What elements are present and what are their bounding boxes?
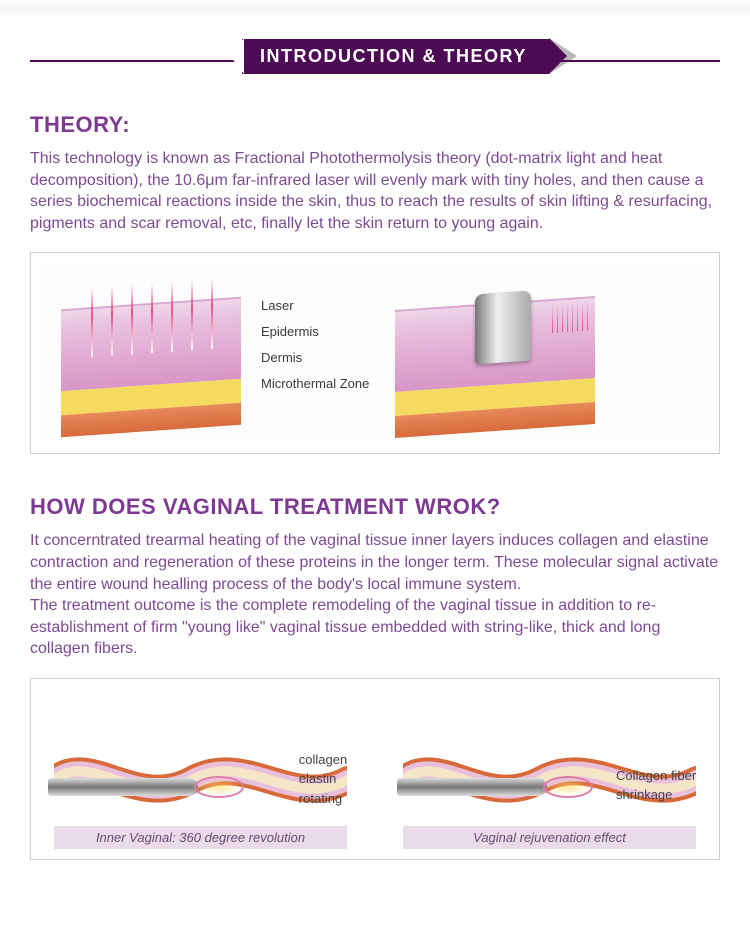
label-elastin: elastin	[299, 769, 347, 789]
label-epidermis: Epidermis	[261, 319, 369, 345]
figure-skin-diagram: Laser Epidermis Dermis Microthermal Zone	[30, 252, 720, 454]
label-rotating: rotating	[299, 789, 347, 809]
page-content: INTRODUCTION & THEORY THEORY: This techn…	[0, 38, 750, 950]
left-panel-labels: collagen elastin rotating	[299, 750, 347, 809]
skin-panel-left: Laser Epidermis Dermis Microthermal Zone	[41, 263, 365, 443]
skin-panel-right	[385, 263, 709, 443]
ribbon-point-right	[549, 38, 567, 74]
laser-beams	[91, 279, 211, 347]
treatment-probe-tip	[194, 776, 244, 798]
section-banner: INTRODUCTION & THEORY	[30, 38, 720, 82]
right-panel-labels: Collagen fiber shrinkage	[616, 766, 696, 805]
label-collagen: collagen	[299, 750, 347, 770]
treatment-body-2: The treatment outcome is the complete re…	[30, 595, 720, 660]
label-laser: Laser	[261, 293, 369, 319]
tissue-wave-right: Collagen fiber shrinkage	[403, 740, 696, 820]
label-collagen-fiber: Collagen fiber	[616, 766, 696, 786]
laser-micro-beams	[550, 301, 590, 339]
treatment-probe-tip	[543, 776, 593, 798]
vaginal-panel-right: Collagen fiber shrinkage Vaginal rejuven…	[390, 689, 709, 849]
treatment-body-1: It concerntrated trearmal heating of the…	[30, 530, 720, 595]
theory-body: This technology is known as Fractional P…	[30, 148, 720, 234]
top-decorative-fade	[0, 0, 750, 20]
label-dermis: Dermis	[261, 345, 369, 371]
banner-ribbon: INTRODUCTION & THEORY	[230, 38, 567, 74]
ribbon-notch-left	[230, 38, 244, 74]
treatment-heading: HOW DOES VAGINAL TREATMENT WROK?	[30, 494, 720, 520]
theory-heading: THEORY:	[30, 112, 720, 138]
layer-labels-column: Laser Epidermis Dermis Microthermal Zone	[261, 293, 369, 397]
label-shrinkage: shrinkage	[616, 785, 696, 805]
left-panel-caption: Inner Vaginal: 360 degree revolution	[54, 826, 347, 849]
banner-title: INTRODUCTION & THEORY	[242, 39, 549, 74]
right-panel-caption: Vaginal rejuvenation effect	[403, 826, 696, 849]
vaginal-panel-left: collagen elastin rotating Inner Vaginal:…	[41, 689, 360, 849]
figure-vaginal-diagram: collagen elastin rotating Inner Vaginal:…	[30, 678, 720, 860]
skin-cross-section	[61, 297, 241, 440]
skin-cross-section-treated	[395, 296, 595, 440]
laser-handpiece	[475, 291, 531, 365]
label-microthermal-zone: Microthermal Zone	[261, 371, 369, 397]
treatment-probe-shaft	[48, 778, 198, 796]
treatment-probe-shaft	[397, 778, 547, 796]
tissue-wave-left: collagen elastin rotating	[54, 740, 347, 820]
